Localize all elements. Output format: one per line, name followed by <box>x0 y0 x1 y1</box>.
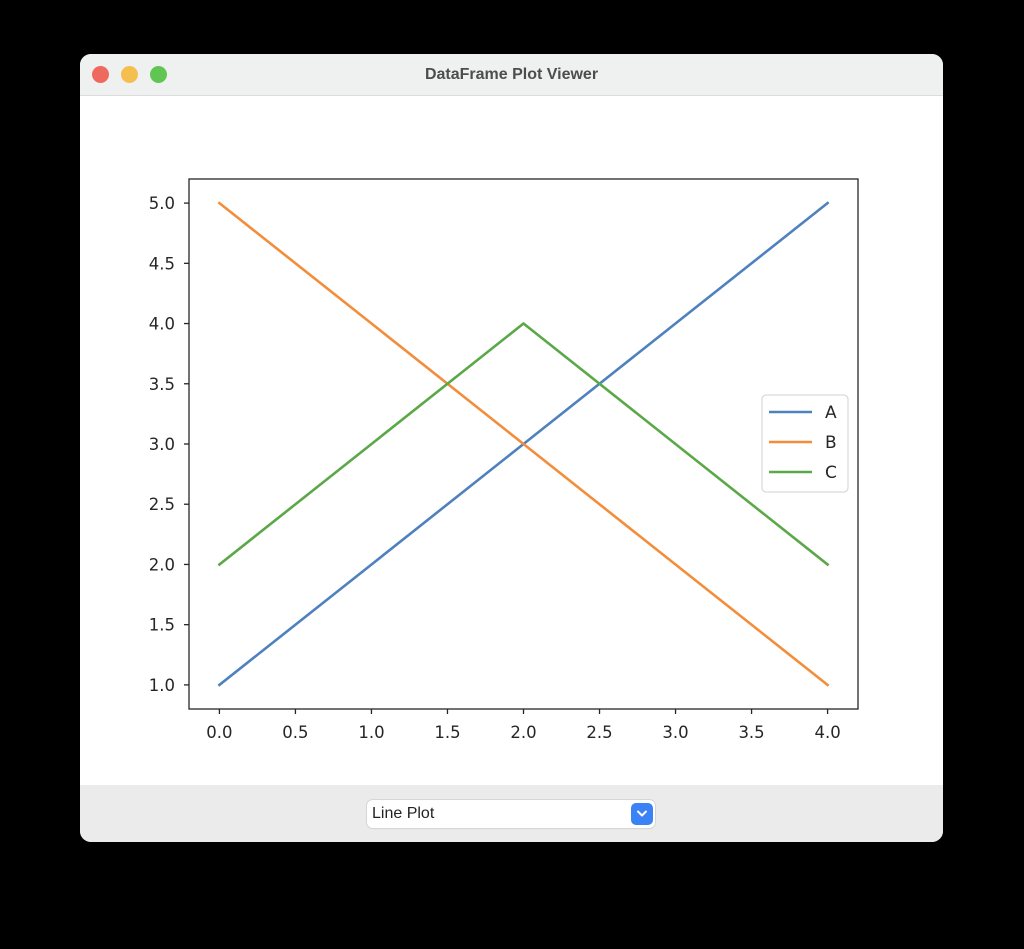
y-tick-label: 3.5 <box>149 375 175 394</box>
close-button[interactable] <box>92 66 109 83</box>
series-line-c <box>217 322 830 567</box>
y-tick-label: 2.0 <box>149 555 175 574</box>
y-tick-label: 1.5 <box>149 616 175 635</box>
x-tick-label: 3.0 <box>662 723 688 742</box>
x-tick-label: 1.5 <box>434 723 460 742</box>
chart-legend: ABC <box>761 394 849 493</box>
title-bar[interactable]: DataFrame Plot Viewer <box>80 54 943 96</box>
chevron-down-icon[interactable] <box>631 803 653 825</box>
x-tick-label: 1.0 <box>358 723 384 742</box>
x-tick-label: 2.0 <box>510 723 536 742</box>
app-window: DataFrame Plot Viewer 0.0 0.5 1.0 1.5 2.0 2.5… <box>80 54 943 842</box>
legend-label-c: C <box>825 463 837 483</box>
y-tick-label: 1.0 <box>149 676 175 695</box>
series-line-b <box>217 201 830 687</box>
y-tick-label: 5.0 <box>149 194 175 213</box>
y-tick-label: 3.0 <box>149 435 175 454</box>
plot-canvas: 0.0 0.5 1.0 1.5 2.0 2.5 3.0 3.5 4.0 1.0 1.5 2.0 2.5 3… <box>80 96 943 785</box>
y-tick-label: 4.0 <box>149 315 175 334</box>
y-tick-label: 2.5 <box>149 495 175 514</box>
plot-type-select[interactable]: Line Plot <box>367 800 655 828</box>
plot-type-value: Line Plot <box>372 805 435 822</box>
window-title: DataFrame Plot Viewer <box>424 66 599 83</box>
x-tick-label: 0.5 <box>282 723 308 742</box>
line-chart: 0.0 0.5 1.0 1.5 2.0 2.5 3.0 3.5 4.0 1.0 1.5 2.0 2.5 3… <box>149 178 859 742</box>
zoom-button[interactable] <box>150 66 167 83</box>
x-tick-label: 4.0 <box>814 723 840 742</box>
x-tick-label: 0.0 <box>206 723 232 742</box>
y-tick-label: 4.5 <box>149 254 175 273</box>
legend-label-b: B <box>825 433 837 453</box>
x-tick-label: 2.5 <box>586 723 612 742</box>
legend-label-a: A <box>825 403 837 423</box>
minimize-button[interactable] <box>121 66 138 83</box>
x-tick-label: 3.5 <box>738 723 764 742</box>
bottom-toolbar: Line Plot <box>80 785 943 842</box>
